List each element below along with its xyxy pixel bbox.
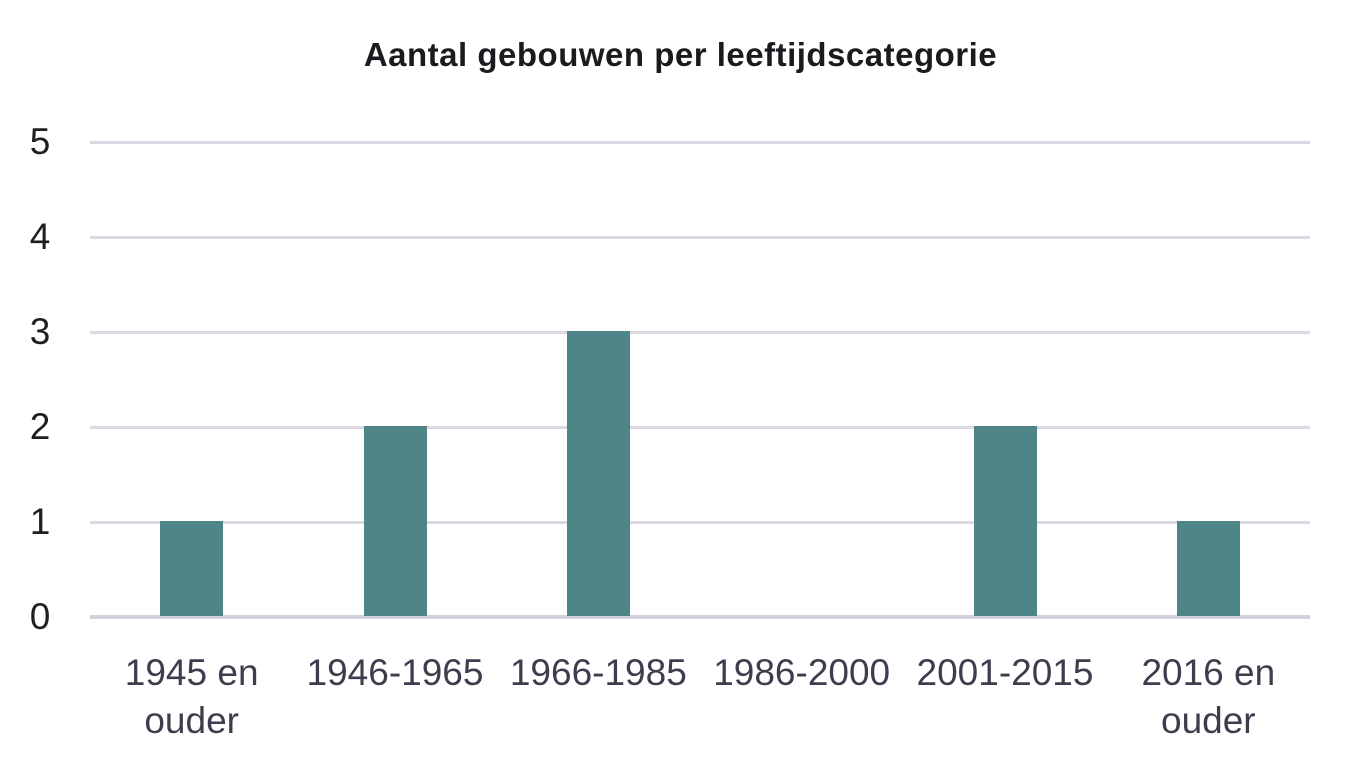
- bar-3: [566, 331, 630, 616]
- y-tick-label-0: 0: [29, 596, 51, 637]
- y-tick-label-5: 5: [29, 121, 51, 162]
- gridline-y-4: [90, 235, 1310, 239]
- y-tick-label-1: 1: [29, 501, 51, 542]
- y-tick-label-3: 3: [29, 311, 51, 352]
- y-tick-label-4: 4: [29, 216, 51, 257]
- x-category-label-6: 2016 en ouder: [1141, 652, 1276, 741]
- bar-1: [160, 521, 224, 616]
- gridline-y-2: [90, 425, 1310, 429]
- gridline-y-5: [90, 140, 1310, 144]
- x-category-label-3: 1966-1985: [509, 652, 687, 693]
- x-category-label-2: 1946-1965: [306, 652, 484, 693]
- x-category-label-1: 1945 en ouder: [124, 652, 259, 741]
- x-category-label-4: 1986-2000: [713, 652, 891, 693]
- plot-area: [90, 140, 1310, 619]
- bar-2: [363, 426, 427, 616]
- bar-5: [973, 426, 1037, 616]
- x-category-label-5: 2001-2015: [916, 652, 1094, 693]
- y-tick-label-2: 2: [29, 406, 51, 447]
- bar-6: [1176, 521, 1240, 616]
- gridline-y-1: [90, 520, 1310, 524]
- chart-title: Aantal gebouwen per leeftijdscategorie: [363, 36, 998, 73]
- x-axis-baseline: [90, 615, 1310, 619]
- gridline-y-3: [90, 330, 1310, 334]
